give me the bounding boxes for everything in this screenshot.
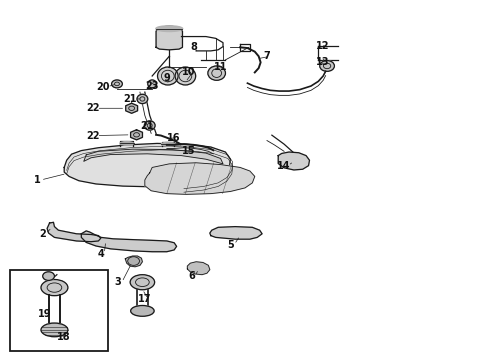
Polygon shape: [187, 262, 210, 275]
Text: 18: 18: [57, 332, 71, 342]
Ellipse shape: [137, 94, 148, 104]
Ellipse shape: [41, 323, 68, 337]
Ellipse shape: [320, 60, 334, 71]
Polygon shape: [84, 149, 223, 164]
Polygon shape: [131, 130, 143, 140]
Ellipse shape: [130, 275, 155, 290]
Text: 6: 6: [188, 271, 195, 281]
Text: 5: 5: [227, 239, 234, 249]
Polygon shape: [210, 226, 262, 239]
Ellipse shape: [131, 306, 154, 316]
Text: 15: 15: [182, 145, 196, 156]
Text: 21: 21: [141, 121, 154, 131]
Text: 22: 22: [86, 131, 99, 140]
Text: 10: 10: [182, 67, 196, 77]
Polygon shape: [278, 152, 310, 170]
Ellipse shape: [120, 141, 134, 145]
Text: 9: 9: [164, 73, 170, 83]
Ellipse shape: [145, 121, 155, 130]
Ellipse shape: [175, 67, 196, 85]
Polygon shape: [81, 231, 176, 252]
Text: 22: 22: [86, 103, 99, 113]
Text: 3: 3: [115, 277, 122, 287]
Text: 20: 20: [97, 82, 110, 92]
Ellipse shape: [158, 67, 178, 85]
Ellipse shape: [208, 66, 225, 80]
Text: 14: 14: [277, 161, 291, 171]
Polygon shape: [156, 26, 182, 50]
Polygon shape: [64, 143, 230, 187]
Text: 12: 12: [317, 41, 330, 50]
Polygon shape: [126, 103, 138, 113]
Ellipse shape: [112, 80, 122, 88]
Text: 13: 13: [317, 57, 330, 67]
Polygon shape: [47, 222, 101, 242]
Circle shape: [43, 272, 54, 280]
Text: 7: 7: [264, 51, 270, 61]
Text: 4: 4: [98, 248, 104, 258]
Text: 21: 21: [123, 94, 137, 104]
Text: 1: 1: [34, 175, 41, 185]
Text: 8: 8: [190, 42, 197, 52]
Text: 19: 19: [38, 310, 51, 319]
Polygon shape: [145, 163, 255, 194]
Polygon shape: [125, 256, 143, 267]
Ellipse shape: [156, 26, 183, 32]
Text: 16: 16: [168, 133, 181, 143]
Ellipse shape: [161, 142, 175, 146]
Ellipse shape: [148, 80, 157, 88]
Text: 17: 17: [138, 294, 151, 304]
Text: 11: 11: [214, 62, 227, 72]
FancyBboxPatch shape: [10, 270, 108, 351]
Text: 23: 23: [146, 81, 159, 91]
Ellipse shape: [41, 279, 68, 296]
Text: 2: 2: [39, 229, 46, 239]
